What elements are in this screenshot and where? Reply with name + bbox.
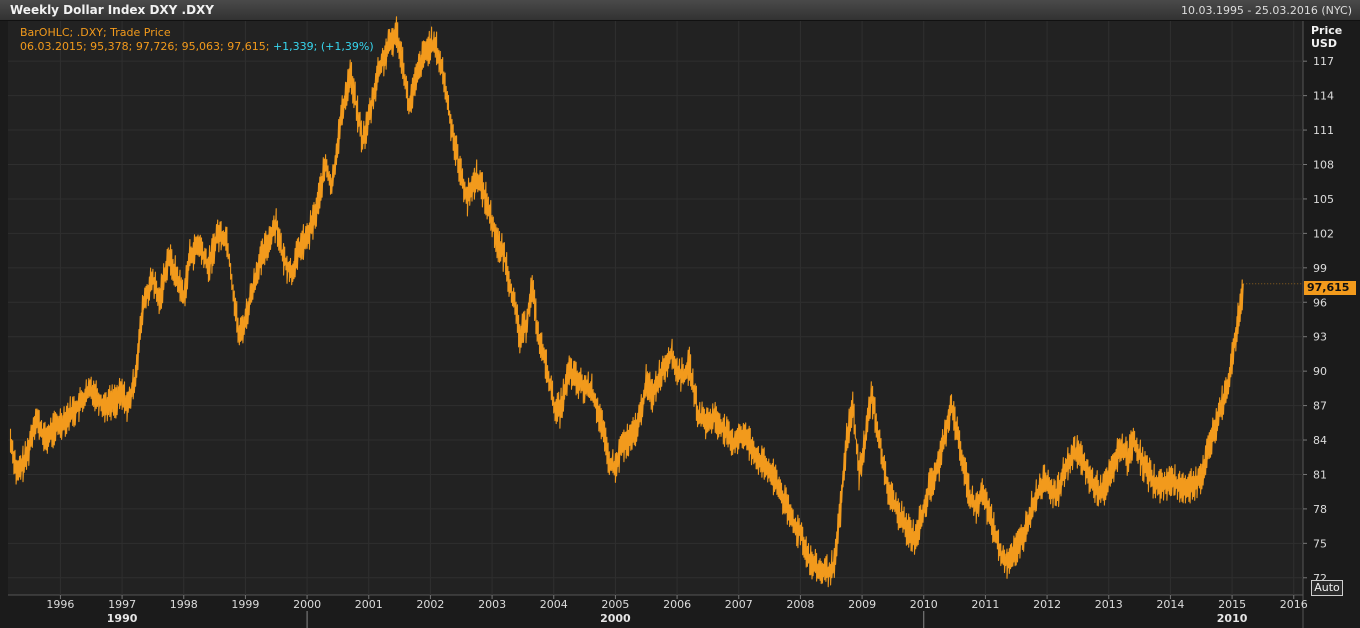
y-tick-label: 111 xyxy=(1313,124,1334,137)
x-tick-label: 1996 xyxy=(46,598,74,611)
price-axis-currency: USD xyxy=(1311,37,1337,50)
y-tick-label: 87 xyxy=(1313,400,1327,413)
legend-ohlc-values: 06.03.2015; 95,378; 97,726; 95,063; 97,6… xyxy=(20,40,374,53)
dxy-series-line xyxy=(9,16,1244,588)
x-tick-label: 2010 xyxy=(910,598,938,611)
x-tick-label: 2006 xyxy=(663,598,691,611)
title-bar: Weekly Dollar Index DXY .DXY 10.03.1995 … xyxy=(0,0,1360,21)
x-tick-label: 2016 xyxy=(1280,598,1308,611)
time-axis-panel xyxy=(0,595,1303,628)
y-tick-label: 93 xyxy=(1313,331,1327,344)
x-tick-label: 2004 xyxy=(540,598,568,611)
legend-series-info: BarOHLC; .DXY; Trade Price xyxy=(20,26,171,39)
y-tick-label: 117 xyxy=(1313,55,1334,68)
y-tick-label: 96 xyxy=(1313,296,1327,309)
y-tick-label: 114 xyxy=(1313,90,1334,103)
plot-area xyxy=(8,21,1303,595)
decade-label: 2010 xyxy=(1217,612,1248,625)
y-tick-label: 84 xyxy=(1313,434,1327,447)
last-price-tag: 97,615 xyxy=(1304,281,1356,295)
x-tick-label: 2002 xyxy=(416,598,444,611)
y-tick-label: 102 xyxy=(1313,227,1334,240)
x-tick-label: 2000 xyxy=(293,598,321,611)
x-tick-label: 2012 xyxy=(1033,598,1061,611)
y-tick-label: 108 xyxy=(1313,159,1334,172)
x-tick-label: 2009 xyxy=(848,598,876,611)
x-tick-label: 1999 xyxy=(231,598,259,611)
y-tick-label: 81 xyxy=(1313,468,1327,481)
x-tick-label: 2005 xyxy=(601,598,629,611)
date-range[interactable]: 10.03.1995 - 25.03.2016 (NYC) xyxy=(1180,4,1352,17)
price-axis-panel xyxy=(1303,21,1360,628)
x-tick-label: 2003 xyxy=(478,598,506,611)
y-tick-label: 75 xyxy=(1313,537,1327,550)
x-tick-label: 2007 xyxy=(725,598,753,611)
decade-label: 1990 xyxy=(107,612,138,625)
y-tick-label: 99 xyxy=(1313,262,1327,275)
x-tick-label: 2014 xyxy=(1156,598,1184,611)
legend-ohlc-text: 06.03.2015; 95,378; 97,726; 95,063; 97,6… xyxy=(20,40,270,53)
y-tick-label: 90 xyxy=(1313,365,1327,378)
decade-label: 2000 xyxy=(600,612,631,625)
price-axis-header: Price USD xyxy=(1311,24,1342,50)
x-tick-label: 2013 xyxy=(1095,598,1123,611)
x-tick-label: 1997 xyxy=(108,598,136,611)
legend-change: +1,339; (+1,39%) xyxy=(272,40,374,53)
y-tick-label: 78 xyxy=(1313,503,1327,516)
chart-title: Weekly Dollar Index DXY .DXY xyxy=(10,3,214,17)
auto-scale-button[interactable]: Auto xyxy=(1311,580,1343,596)
x-tick-label: 2015 xyxy=(1218,598,1246,611)
x-tick-label: 2001 xyxy=(355,598,383,611)
x-tick-label: 2011 xyxy=(971,598,999,611)
x-tick-label: 2008 xyxy=(786,598,814,611)
x-tick-label: 1998 xyxy=(170,598,198,611)
y-tick-label: 105 xyxy=(1313,193,1334,206)
price-axis-label: Price xyxy=(1311,24,1343,37)
